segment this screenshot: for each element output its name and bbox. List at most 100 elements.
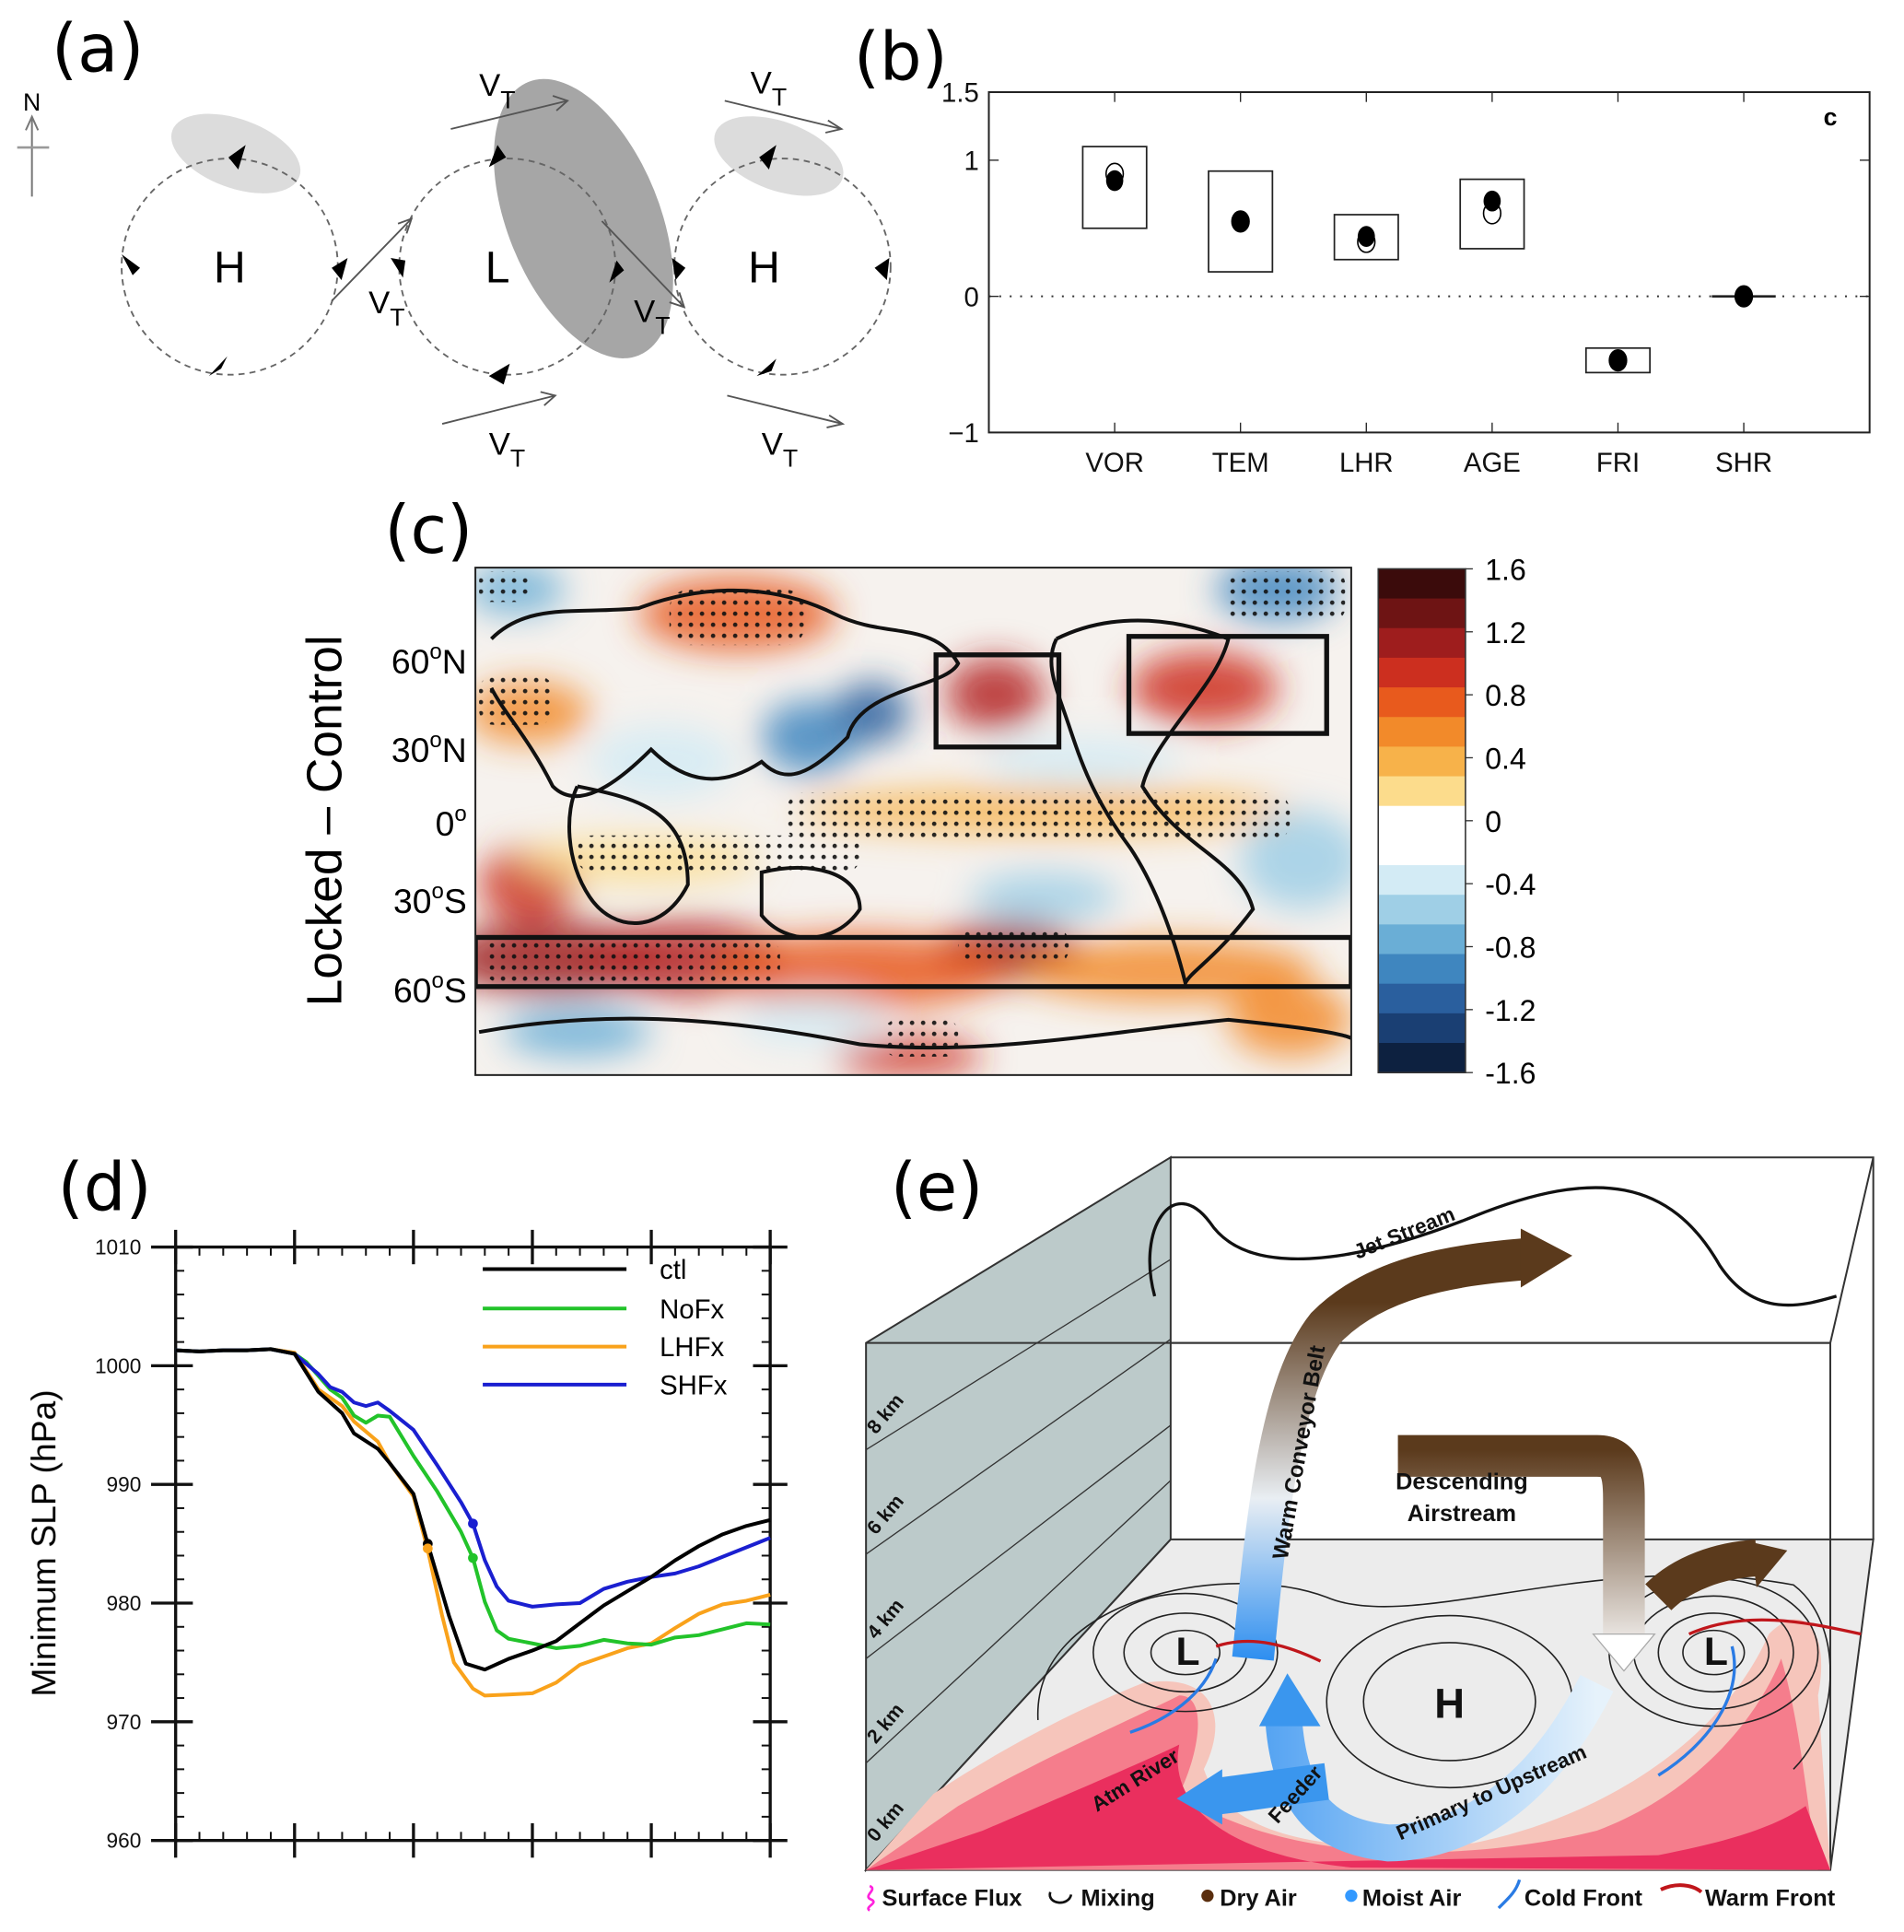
legend-label: Moist Air — [1362, 1885, 1462, 1911]
y-tick-label: 1010 — [95, 1235, 141, 1259]
panel-e: (e) Jet Stream — [862, 1149, 1875, 1912]
x-tick-label: TEM — [1212, 448, 1269, 478]
continent-outlines — [478, 588, 1351, 1050]
anticyclone-circulation — [673, 158, 892, 376]
vt-label: VT — [479, 68, 515, 113]
north-label: N — [23, 88, 41, 116]
latitude-labels: 60oN 30oN 0o 30oS 60oS — [391, 639, 467, 1010]
descending-airstream-arrow — [1397, 1434, 1788, 1672]
moist-air-icon — [1345, 1889, 1358, 1903]
warm-conveyor-belt-arrow — [1232, 1228, 1572, 1661]
colorbar-segment — [1378, 627, 1466, 659]
warm-front-icon — [1660, 1883, 1703, 1894]
colorbar-segment — [1378, 1013, 1466, 1044]
range-box — [1208, 170, 1274, 273]
legend-label: SHFx — [660, 1371, 728, 1401]
surface-flux-icon — [867, 1884, 875, 1912]
descending-airstream-label: Airstream — [1408, 1501, 1516, 1527]
colorbar-tick-label: 0.8 — [1485, 679, 1525, 712]
legend-label: LHFx — [660, 1332, 724, 1363]
light-shade-ellipse — [714, 116, 844, 196]
filled-point — [1105, 170, 1124, 192]
series-marker-LHFx — [423, 1543, 433, 1554]
colorbar-segment — [1378, 746, 1466, 778]
y-tick-label: 0 — [964, 282, 979, 312]
colorbar-segment — [1378, 687, 1466, 718]
panel-d: (d) Minimum SLP (hPa) 960 970 980 990 1000 10… — [24, 1149, 788, 1858]
latitude-label: 60oN — [391, 639, 467, 681]
colorbar-tick-label: 0 — [1485, 805, 1501, 838]
latitude-label: 30oS — [393, 879, 467, 920]
colorbar-segment — [1378, 835, 1466, 866]
colorbar-segment — [1378, 776, 1466, 807]
colorbar-segment — [1378, 983, 1466, 1014]
legend-e: Surface Flux Mixing Dry Air Moist Air Co… — [867, 1879, 1836, 1912]
colorbar-tick-label: 1.2 — [1485, 616, 1525, 650]
anomaly-patch — [712, 933, 1008, 1008]
surface-moisture-bands — [866, 1619, 1830, 1870]
anomaly-patch — [835, 682, 909, 744]
colorbar-tick-label: -1.2 — [1485, 994, 1536, 1027]
panel-label-d: (d) — [58, 1149, 152, 1226]
legend-label: ctl — [660, 1255, 686, 1285]
colorbar-segment — [1378, 657, 1466, 688]
corner-label: c — [1824, 103, 1838, 131]
fronts — [1129, 1618, 1862, 1777]
range-box — [1459, 178, 1525, 250]
dry-air-icon — [1201, 1889, 1214, 1903]
region-boxes — [475, 634, 1351, 989]
y-tick-label: 1 — [964, 146, 979, 177]
anomaly-patch — [761, 700, 860, 775]
moist-air-arrows — [1176, 1673, 1614, 1862]
plot-frame — [174, 1245, 772, 1843]
low-label: L — [485, 244, 510, 293]
panel-c: (c) Locked – Control 60oN 30oN 0o 30oS 60oS — [298, 491, 1536, 1090]
x-tick-label: LHR — [1339, 448, 1394, 478]
colorbar-tick-label: -0.4 — [1485, 868, 1536, 901]
vt-label: VT — [489, 427, 525, 472]
y-tick-label: 970 — [107, 1710, 142, 1734]
panel-b: (b) c −1 0 1 1.5 VOR TEM LHR AGE FRI SHR — [854, 18, 1871, 478]
colorbar-segment — [1378, 805, 1466, 837]
flow-arrowheads — [122, 145, 890, 385]
colorbar-segment — [1378, 598, 1466, 629]
chart-d-marks: 960 970 980 990 1000 1010 ctl NoFx LHFx SHFx — [95, 1229, 788, 1858]
chart-b-marks: −1 0 1 1.5 VOR TEM LHR AGE FRI SHR — [941, 78, 1870, 478]
colorbar-segment — [1378, 1043, 1466, 1073]
legend-label: Dry Air — [1220, 1885, 1297, 1911]
low-pressure-label: L — [1176, 1630, 1200, 1674]
colorbar-segment — [1378, 954, 1466, 985]
low-pressure-label: L — [1704, 1630, 1728, 1674]
y-tick-label: 960 — [107, 1829, 142, 1853]
legend-label: NoFx — [660, 1294, 724, 1325]
filled-point — [1609, 349, 1627, 371]
filled-point — [1232, 211, 1250, 232]
y-tick-label: 1.5 — [941, 78, 979, 109]
colorbar-tick-label: 0.4 — [1485, 742, 1525, 775]
dark-shade-ellipse — [494, 78, 673, 358]
x-tick-label: VOR — [1085, 448, 1144, 478]
panel-a: (a) N H L H — [17, 9, 892, 473]
jet-stream-line — [1148, 1186, 1838, 1307]
colorbar: 1.6 1.2 0.8 0.4 0 -0.4 -0.8 -1.2 -1.6 — [1377, 553, 1536, 1090]
y-tick-label: 990 — [107, 1472, 142, 1496]
vt-label: VT — [751, 65, 787, 111]
panel-label-a: (a) — [52, 9, 144, 87]
series-marker-SHFx — [468, 1518, 478, 1529]
latitude-label: 60oS — [393, 968, 467, 1010]
series-marker-NoFx — [468, 1552, 478, 1563]
range-box — [1333, 214, 1399, 261]
high-label: H — [748, 244, 780, 293]
anomaly-patch — [1228, 982, 1351, 1057]
latitude-label: 0o — [436, 802, 467, 843]
anomaly-map — [475, 568, 1351, 1075]
anomaly-patch — [737, 995, 885, 1045]
y-axis-label: Minimum SLP (hPa) — [24, 1389, 63, 1696]
range-box — [1584, 346, 1652, 374]
series-line-ctl — [175, 1347, 771, 1672]
filled-point — [1735, 286, 1753, 307]
mixing-icon — [1048, 1891, 1073, 1904]
high-label: H — [214, 244, 246, 293]
legend-label: Mixing — [1081, 1885, 1155, 1911]
